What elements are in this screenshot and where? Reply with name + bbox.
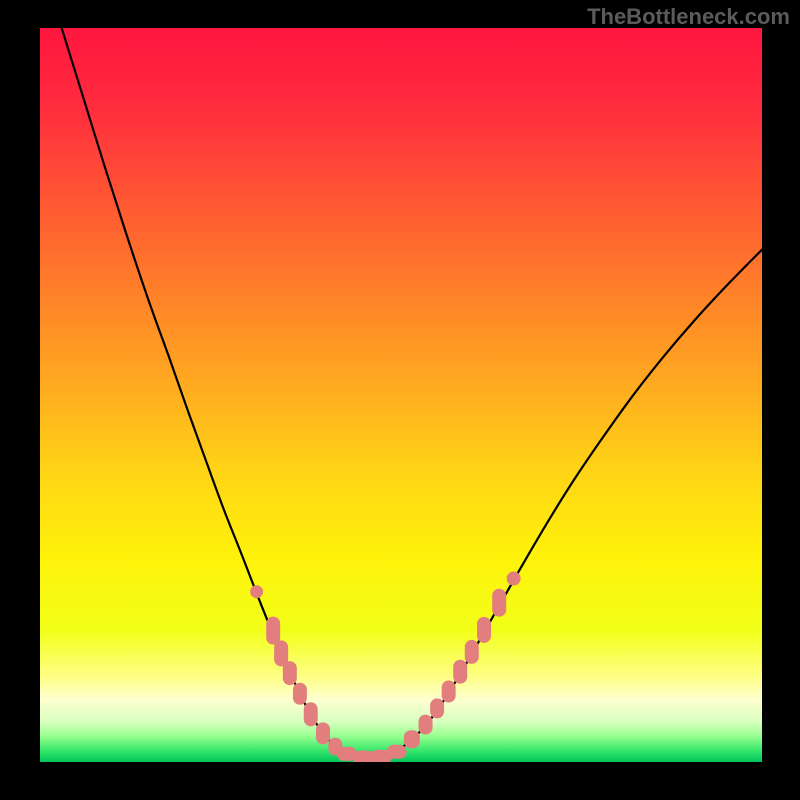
curve-marker (477, 617, 491, 643)
curve-marker (316, 722, 330, 744)
curve-marker (507, 572, 521, 586)
curve-marker (492, 589, 506, 617)
chart-svg (0, 0, 800, 800)
curve-marker (419, 715, 433, 735)
plot-area-gradient (40, 28, 762, 762)
curve-marker (404, 730, 420, 748)
curve-marker (442, 681, 456, 703)
curve-marker (387, 745, 407, 759)
curve-marker (250, 585, 263, 598)
curve-marker (293, 683, 307, 705)
curve-marker (453, 660, 467, 684)
curve-marker (266, 617, 280, 645)
curve-marker (283, 661, 297, 685)
curve-marker (304, 702, 318, 726)
curve-marker (465, 640, 479, 664)
curve-marker (430, 698, 444, 718)
chart-root: TheBottleneck.com (0, 0, 800, 800)
